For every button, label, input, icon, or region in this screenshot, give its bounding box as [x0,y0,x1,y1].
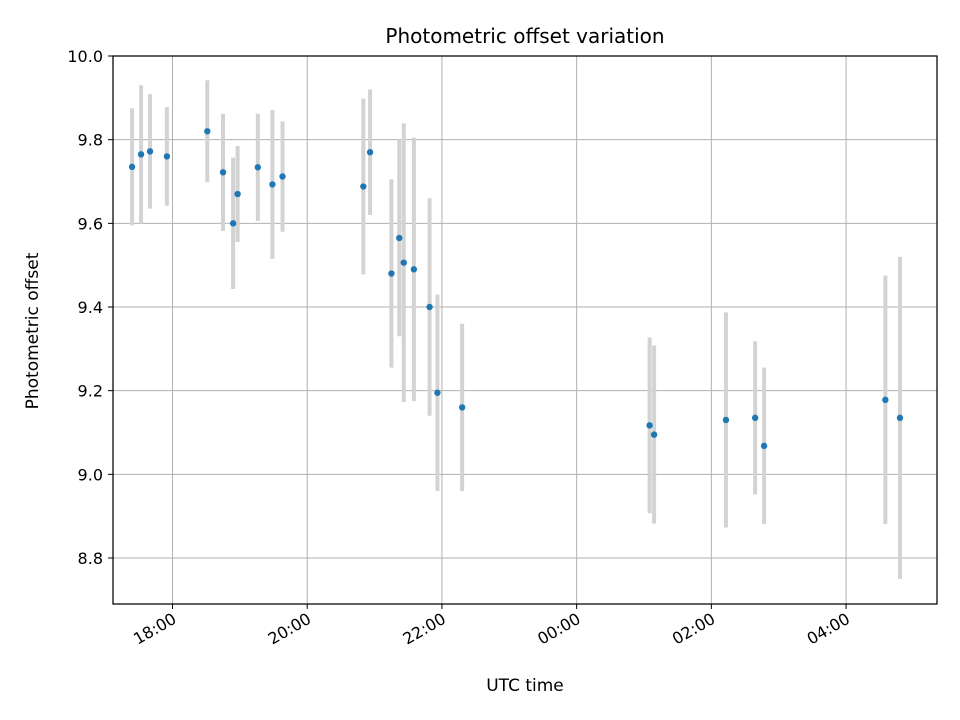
data-point [396,234,403,242]
data-point [751,414,759,422]
data-point [882,396,889,404]
data-point [410,266,418,273]
chart-title: Photometric offset variation [385,24,664,48]
y-tick-label: 9.8 [78,131,103,150]
data-point [360,183,367,190]
x-axis-label: UTC time [486,676,564,696]
y-tick-label: 9.4 [78,298,103,317]
data-point [722,416,730,424]
data-point [400,259,407,266]
y-tick-label: 8.8 [78,549,103,568]
data-point [229,220,237,227]
data-point [760,442,768,450]
y-tick-label: 9.6 [78,214,103,233]
data-point [388,270,395,277]
data-point [434,389,441,396]
data-point [234,190,241,198]
data-point [146,148,154,155]
data-point [219,169,227,176]
y-axis-label: Photometric offset [23,252,43,409]
data-point [137,151,145,158]
y-tick-label: 10.0 [67,47,103,66]
data-point [254,164,262,171]
y-tick-label: 9.2 [78,382,103,401]
y-axis-ticks: 8.8 9.0 9.2 9.4 9.6 9.8 10.0 [67,47,113,568]
data-point [366,149,374,156]
data-point [650,431,658,438]
plot-frame [112,55,938,605]
data-points [128,128,904,450]
data-point [204,128,211,135]
data-point [646,422,653,429]
data-point [426,303,433,311]
data-point [128,163,136,171]
data-point [279,173,286,180]
data-point [163,153,171,160]
data-point [896,414,904,422]
data-point [269,181,276,188]
grid [113,55,937,604]
y-tick-label: 9.0 [78,465,103,484]
data-point [458,404,466,411]
